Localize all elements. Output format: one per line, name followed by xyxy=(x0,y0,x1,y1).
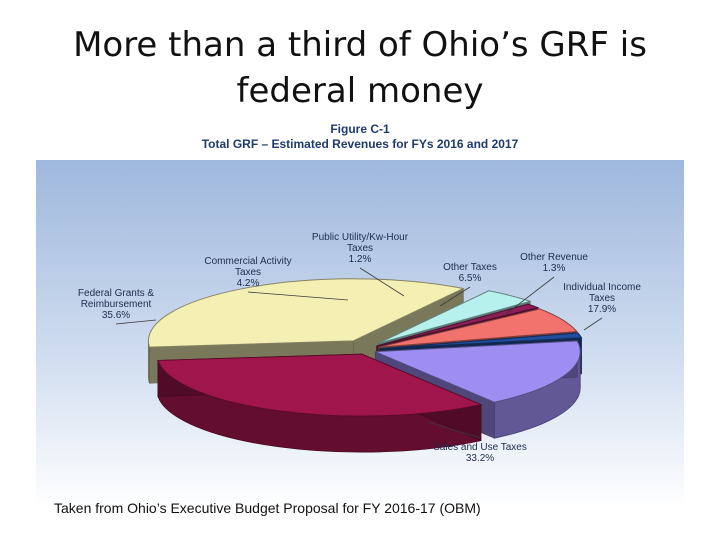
pie-slice-2 xyxy=(157,353,483,417)
slice-name-label: Other Revenue xyxy=(520,252,588,263)
leader-line xyxy=(359,267,405,297)
slice-name-label: Taxes xyxy=(347,243,373,254)
pie-slice-3 xyxy=(147,278,465,348)
chart-panel: Individual Income Taxes 17.9% Sales and Use… xyxy=(36,160,684,508)
slice-value-label: 35.6% xyxy=(102,310,130,321)
source-caption: Taken from Ohio’s Executive Budget Propo… xyxy=(54,500,481,516)
slice-name-label: Taxes xyxy=(235,267,261,278)
slice-name-label: Taxes xyxy=(589,293,615,304)
slide-title-line-2: federal money xyxy=(236,71,484,111)
slice-value-label: 17.9% xyxy=(588,304,616,315)
leader-line xyxy=(247,291,349,301)
slice-label: Sales and Use Taxes 33.2% xyxy=(433,442,527,464)
slice-name-label: Federal Grants & xyxy=(78,288,154,299)
slice-value-label: 6.5% xyxy=(459,273,482,284)
figure-label: Figure C-1 xyxy=(330,122,390,136)
pie-chart: Individual Income Taxes 17.9%Sales and Use… xyxy=(36,160,684,508)
slice-value-label: 33.2% xyxy=(466,453,494,464)
slice-name-label: Public Utility/Kw-Hour xyxy=(312,232,409,243)
figure-header: Figure C-1 Total GRF – Estimated Revenue… xyxy=(36,122,684,152)
pie-slice-7 xyxy=(379,332,583,350)
slice-name-label: Other Taxes xyxy=(443,262,497,273)
slice-name-label: Commercial Activity xyxy=(204,256,291,267)
slice-name-label: Reimbursement xyxy=(81,299,152,310)
slice-name-label: Individual Income xyxy=(563,282,641,293)
slice-value-label: 1.2% xyxy=(349,254,372,265)
pie-slice-6 xyxy=(378,308,578,348)
slide-title: More than a third of Ohio’s GRF is feder… xyxy=(0,22,720,114)
pie-tops xyxy=(147,278,583,417)
slice-label: Commercial Activity Taxes 4.2% xyxy=(204,256,291,289)
slice-label: Individual Income Taxes 17.9% xyxy=(563,282,641,315)
leader-line xyxy=(115,319,157,325)
slice-name-label: Sales and Use Taxes xyxy=(433,442,527,453)
callout-labels: Individual Income Taxes 17.9%Sales and Use… xyxy=(78,232,641,464)
pie-slice-4 xyxy=(378,290,532,344)
leader-line xyxy=(505,276,555,315)
leader-line xyxy=(427,421,481,439)
slice-label: Other Taxes 6.5% xyxy=(443,262,497,284)
slice-label: Federal Grants & Reimbursement 35.6% xyxy=(78,288,154,321)
slice-label: Other Revenue 1.3% xyxy=(520,252,588,274)
leader-line xyxy=(583,317,603,331)
callout-leaders xyxy=(115,267,603,439)
slice-value-label: 4.2% xyxy=(237,278,260,289)
leader-line xyxy=(439,286,471,307)
pie-slice-5 xyxy=(376,303,540,347)
slice-label: Public Utility/Kw-Hour Taxes 1.2% xyxy=(312,232,409,265)
chart-title: Total GRF – Estimated Revenues for FYs 2… xyxy=(201,137,519,151)
slice-value-label: 1.3% xyxy=(543,263,566,274)
pie-slice-1 xyxy=(375,340,581,403)
slide-title-line-1: More than a third of Ohio’s GRF is xyxy=(73,25,647,65)
